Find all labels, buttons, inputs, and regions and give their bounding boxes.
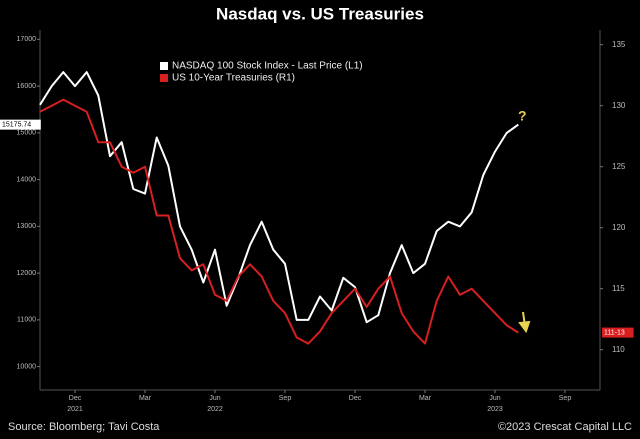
value-label-box (602, 327, 634, 338)
source: Source: Bloomberg; Tavi Costa (8, 421, 160, 433)
copyright: ©2023 Crescat Capital LLC (498, 421, 632, 433)
arrow-head (518, 320, 531, 334)
value-label-box (0, 119, 41, 130)
value-label: 15175.74 (2, 121, 31, 128)
y-tick-label: 10000 (17, 363, 37, 370)
y-tick-label: 15000 (17, 130, 37, 137)
y-tick-label: 13000 (17, 223, 37, 230)
x-tick-label: Sep (559, 395, 572, 402)
x-tick-label: Dec (69, 395, 82, 402)
y2-tick-label: 130 (612, 101, 626, 110)
y2-tick-label: 135 (612, 40, 626, 49)
x-tick-label: Sep (279, 395, 292, 402)
y-tick-label: 17000 (17, 36, 37, 43)
annotation: ? (518, 108, 527, 124)
y2-tick-label: 115 (612, 284, 625, 293)
chart-title: Nasdaq vs. US Treasuries (216, 4, 424, 23)
legend-label: US 10-Year Treasuries (R1) (172, 73, 295, 84)
y-tick-label: 12000 (17, 270, 37, 277)
x-tick-label: Mar (139, 395, 152, 402)
x-tick-label: Mar (419, 395, 432, 402)
y-tick-label: 16000 (17, 83, 37, 90)
x-tick-label: Jun (209, 395, 220, 402)
x-year-label: 2022 (207, 406, 223, 413)
value-label: 111-13 (604, 329, 625, 336)
series-line (39, 98, 519, 345)
x-tick-label: Dec (349, 395, 362, 402)
arrow (518, 311, 531, 334)
y2-tick-label: 125 (612, 162, 626, 171)
series-line (39, 71, 519, 324)
legend-label: NASDAQ 100 Stock Index - Last Price (L1) (172, 61, 363, 72)
y-tick-label: 11000 (17, 317, 36, 324)
y-tick-label: 14000 (17, 176, 37, 183)
x-year-label: 2023 (487, 406, 503, 413)
y2-tick-label: 110 (612, 345, 625, 354)
x-tick-label: Jun (489, 395, 500, 402)
y2-tick-label: 120 (612, 223, 626, 232)
legend-swatch (160, 62, 168, 70)
x-year-label: 2021 (67, 406, 83, 413)
legend-swatch (160, 74, 168, 82)
